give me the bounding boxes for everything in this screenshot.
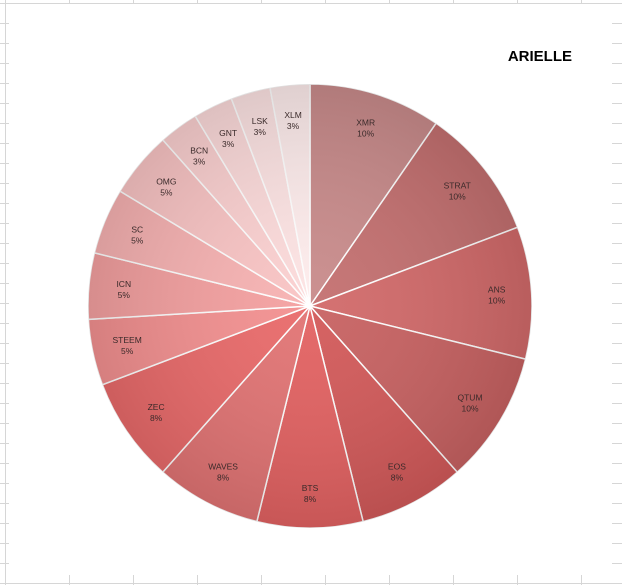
slice-label-sc: SC bbox=[131, 224, 143, 234]
slice-percent-bts: 8% bbox=[304, 494, 317, 504]
slice-label-icn: ICN bbox=[116, 279, 131, 289]
slice-percent-gnt: 3% bbox=[222, 139, 235, 149]
slice-label-gnt: GNT bbox=[219, 128, 237, 138]
slice-percent-zec: 8% bbox=[150, 413, 163, 423]
chart-title: ARIELLE bbox=[507, 48, 572, 65]
pie-labels: XMR10%STRAT10%ANS10%QTUM10%EOS8%BTS8%WAV… bbox=[113, 110, 506, 504]
chart-area[interactable]: ARIELLE XMR 10% STRAT 10% ANS 10% QTUM 10% EOS 8%… bbox=[9, 4, 612, 575]
slice-percent-lsk: 3% bbox=[254, 127, 267, 137]
slice-label-strat: STRAT bbox=[444, 181, 471, 191]
slice-percent-steem: 5% bbox=[121, 346, 134, 356]
slice-label-waves: WAVES bbox=[208, 462, 238, 472]
slice-percent-bcn: 3% bbox=[193, 156, 206, 166]
slice-percent-omg: 5% bbox=[160, 187, 173, 197]
slice-percent-qtum: 10% bbox=[462, 404, 479, 414]
pie-chart: XMR10%STRAT10%ANS10%QTUM10%EOS8%BTS8%WAV… bbox=[87, 83, 533, 529]
slice-label-bcn: BCN bbox=[190, 145, 208, 155]
slice-percent-strat: 10% bbox=[449, 192, 466, 202]
slice-label-ans: ANS bbox=[488, 285, 506, 295]
slice-percent-ans: 10% bbox=[488, 296, 505, 306]
slice-label-omg: OMG bbox=[156, 176, 176, 186]
pie-slices bbox=[87, 83, 533, 529]
slice-label-zec: ZEC bbox=[148, 402, 165, 412]
slice-percent-xmr: 10% bbox=[357, 128, 374, 138]
slice-label-qtum: QTUM bbox=[458, 393, 483, 403]
slice-label-lsk: LSK bbox=[252, 116, 268, 126]
slice-label-bts: BTS bbox=[302, 483, 319, 493]
slice-percent-icn: 5% bbox=[118, 290, 131, 300]
slice-percent-waves: 8% bbox=[217, 473, 230, 483]
slice-label-xmr: XMR bbox=[356, 117, 375, 127]
slice-percent-xlm: 3% bbox=[287, 121, 300, 131]
slice-label-eos: EOS bbox=[388, 462, 406, 472]
slice-percent-eos: 8% bbox=[391, 473, 404, 483]
slice-label-steem: STEEM bbox=[113, 335, 142, 345]
slice-percent-sc: 5% bbox=[131, 235, 144, 245]
slice-label-xlm: XLM bbox=[284, 110, 301, 120]
